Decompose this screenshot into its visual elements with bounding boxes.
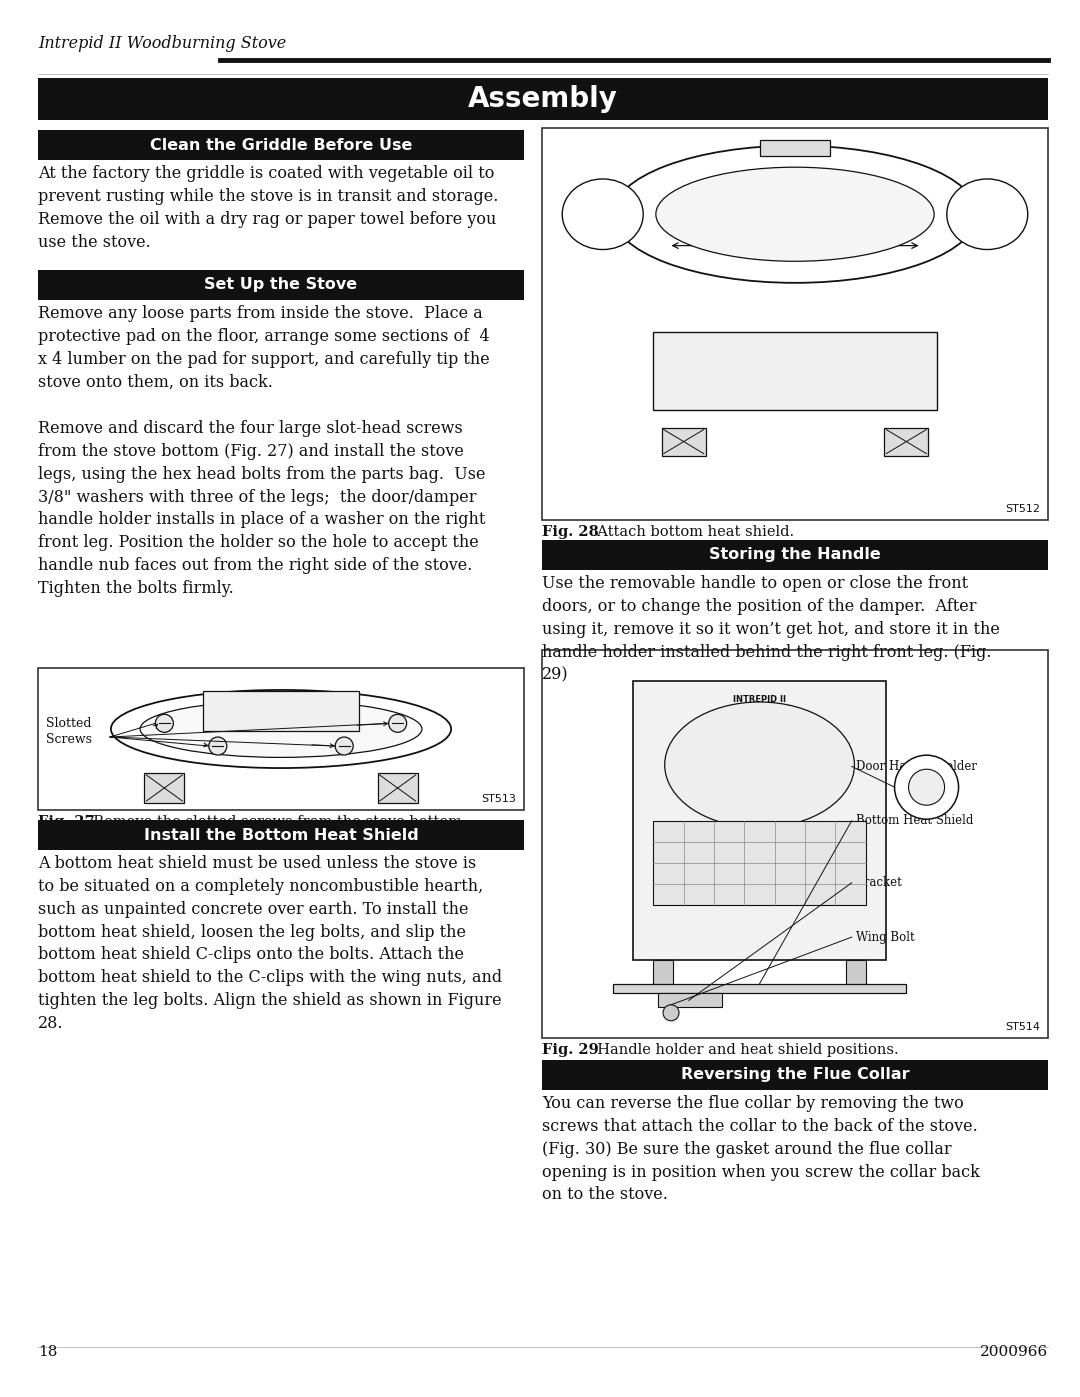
Text: Reversing the Flue Collar: Reversing the Flue Collar: [680, 1067, 909, 1083]
Text: ST512: ST512: [1005, 504, 1040, 514]
Text: At the factory the griddle is coated with vegetable oil to
prevent rusting while: At the factory the griddle is coated wit…: [38, 165, 498, 250]
Text: 2000966: 2000966: [980, 1345, 1048, 1359]
Text: You can reverse the flue collar by removing the two
screws that attach the colla: You can reverse the flue collar by remov…: [542, 1095, 980, 1203]
Bar: [613, 983, 906, 993]
Text: 9¾": 9¾": [781, 341, 809, 353]
Bar: [145, 773, 185, 803]
Bar: [38, 820, 524, 849]
Text: Attach bottom heat shield.: Attach bottom heat shield.: [588, 525, 794, 539]
Text: Fig. 28: Fig. 28: [542, 525, 598, 539]
Bar: [542, 541, 1048, 570]
Circle shape: [389, 714, 407, 732]
Bar: [38, 130, 524, 161]
Bar: [885, 427, 929, 455]
Text: Remove the slotted screws from the stove bottom.: Remove the slotted screws from the stove…: [83, 814, 467, 828]
Circle shape: [663, 1004, 679, 1021]
Ellipse shape: [563, 179, 644, 250]
Text: Bracket: Bracket: [855, 876, 903, 890]
Circle shape: [335, 738, 353, 754]
Text: 10¾": 10¾": [778, 222, 813, 236]
Text: Handle holder and heat shield positions.: Handle holder and heat shield positions.: [588, 1044, 899, 1058]
Text: Set Up the Stove: Set Up the Stove: [204, 278, 357, 292]
Bar: [203, 692, 359, 731]
Ellipse shape: [656, 168, 934, 261]
FancyArrowPatch shape: [357, 722, 388, 725]
Ellipse shape: [947, 179, 1028, 250]
Text: Fig. 27: Fig. 27: [38, 814, 95, 828]
FancyArrowPatch shape: [153, 724, 158, 728]
Text: 18: 18: [38, 1345, 57, 1359]
FancyArrowPatch shape: [203, 743, 207, 747]
Bar: [542, 129, 1048, 520]
Text: Install the Bottom Heat Shield: Install the Bottom Heat Shield: [144, 827, 418, 842]
Circle shape: [908, 770, 945, 805]
Text: Clean the Griddle Before Use: Clean the Griddle Before Use: [150, 137, 413, 152]
Ellipse shape: [612, 145, 977, 282]
Text: A bottom heat shield must be used unless the stove is
to be situated on a comple: A bottom heat shield must be used unless…: [38, 855, 502, 1032]
Circle shape: [208, 738, 227, 754]
Bar: [662, 427, 705, 455]
Text: ST514: ST514: [1005, 1023, 1040, 1032]
Circle shape: [894, 756, 959, 819]
Bar: [38, 270, 524, 300]
Text: ST513: ST513: [481, 793, 516, 805]
Bar: [542, 650, 1048, 1038]
Text: Intrepid II Woodburning Stove: Intrepid II Woodburning Stove: [38, 35, 286, 52]
Bar: [633, 682, 886, 960]
Bar: [659, 993, 721, 1007]
Bar: [653, 960, 674, 992]
Bar: [846, 960, 866, 992]
Text: Screws: Screws: [46, 733, 92, 746]
Bar: [653, 332, 936, 411]
Text: Assembly: Assembly: [468, 85, 618, 113]
Text: Fig. 29: Fig. 29: [542, 1044, 598, 1058]
Text: Storing the Handle: Storing the Handle: [710, 548, 881, 563]
Text: Remove and discard the four large slot-head screws
from the stove bottom (Fig. 2: Remove and discard the four large slot-h…: [38, 420, 486, 597]
Ellipse shape: [111, 690, 451, 768]
Text: Bottom Heat Shield: Bottom Heat Shield: [855, 814, 973, 827]
Ellipse shape: [140, 701, 422, 757]
Circle shape: [156, 714, 174, 732]
Text: Slotted: Slotted: [46, 717, 92, 731]
Text: Wing Bolt: Wing Bolt: [855, 930, 915, 943]
Bar: [542, 1060, 1048, 1090]
Ellipse shape: [664, 701, 854, 827]
Bar: [653, 820, 866, 904]
Bar: [378, 773, 418, 803]
Bar: [759, 140, 831, 155]
Text: Remove any loose parts from inside the stove.  Place a
protective pad on the flo: Remove any loose parts from inside the s…: [38, 305, 489, 391]
Bar: [38, 668, 524, 810]
Text: INTREPID II: INTREPID II: [733, 696, 786, 704]
Bar: [38, 78, 1048, 120]
FancyArrowPatch shape: [312, 743, 334, 747]
Text: Door Handle Holder: Door Handle Holder: [855, 760, 976, 773]
Text: Use the removable handle to open or close the front
doors, or to change the posi: Use the removable handle to open or clos…: [542, 576, 1000, 683]
